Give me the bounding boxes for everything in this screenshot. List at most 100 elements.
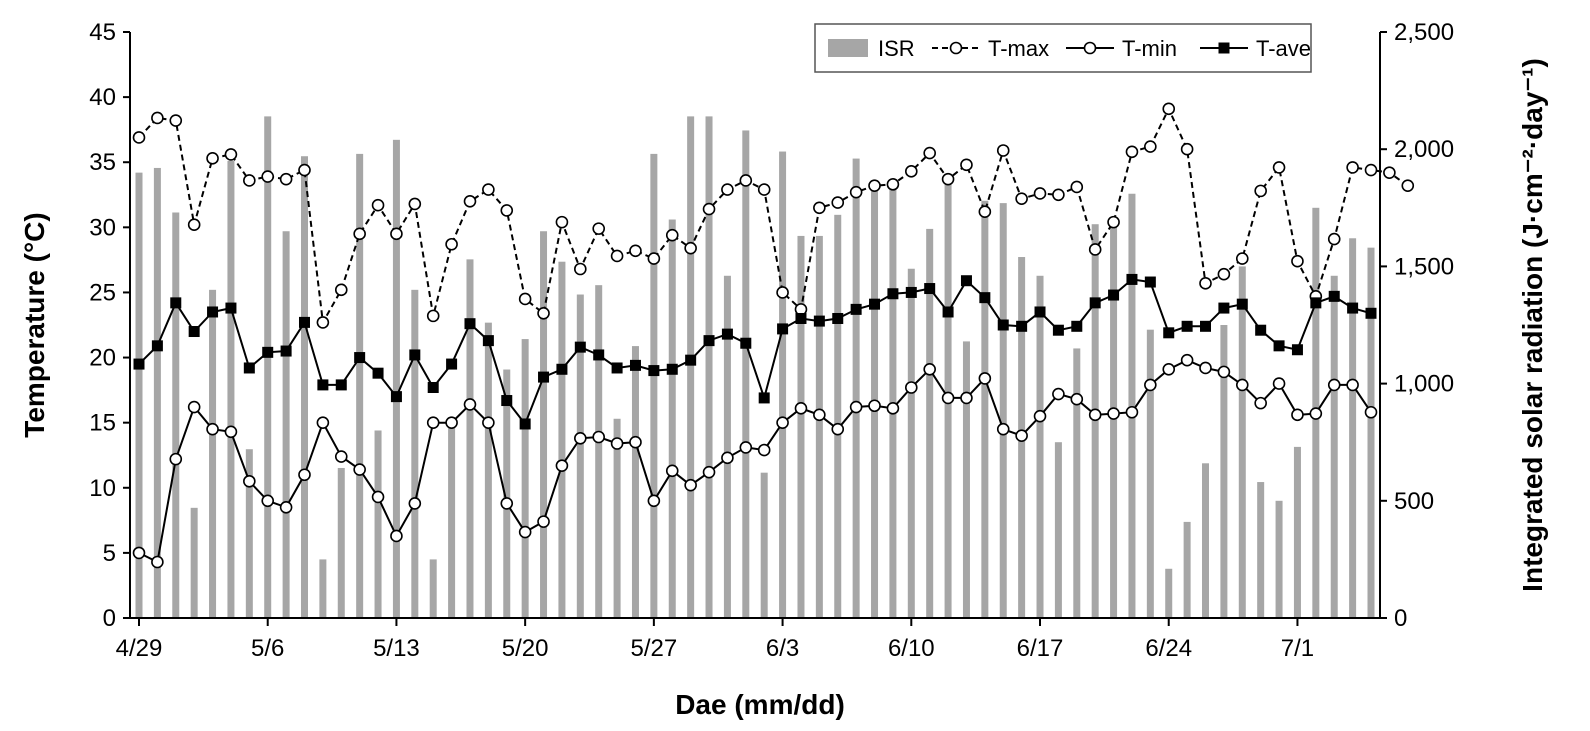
t-max-point: [1107, 215, 1120, 229]
t-min-point: [831, 422, 845, 436]
isr-bar: [797, 235, 805, 619]
legend-marker-t-min: [1083, 41, 1097, 55]
isr-bar: [356, 153, 364, 618]
isr-bar: [392, 139, 400, 618]
t-min-point: [371, 490, 385, 504]
t-max-point: [978, 205, 992, 219]
t-max-point: [574, 262, 587, 276]
t-ave-point: [225, 302, 237, 314]
isr-bar: [631, 346, 639, 618]
y-left-tick-label: 40: [89, 84, 116, 111]
t-min-point: [610, 437, 624, 450]
t-min-point: [1107, 407, 1120, 420]
t-max-point: [868, 179, 881, 192]
t-max-point: [813, 201, 826, 215]
t-max-point: [555, 215, 569, 229]
t-ave-point: [317, 379, 329, 391]
t-max-point: [298, 163, 311, 177]
isr-bar: [300, 156, 308, 618]
t-min-point: [665, 464, 679, 478]
t-max-point: [684, 241, 697, 255]
y-left-tick-label: 25: [89, 279, 116, 306]
x-axis-title: Dae (mm/dd): [675, 689, 845, 720]
t-max-point: [206, 152, 219, 165]
y-left-tick-label: 45: [89, 19, 116, 46]
y-right-tick-label: 2,000: [1394, 136, 1454, 163]
t-ave-point: [611, 362, 623, 374]
t-min-point: [1033, 409, 1047, 423]
isr-bar: [962, 341, 970, 618]
t-max-line: [138, 106, 1409, 326]
t-min-point: [1070, 392, 1084, 406]
legend-marker-t-max: [949, 41, 963, 55]
t-max-point: [757, 183, 771, 196]
isr-bar: [705, 116, 713, 618]
t-min-point: [1199, 361, 1212, 375]
t-ave-point: [446, 358, 458, 370]
isr-bar: [723, 275, 731, 618]
t-max-point: [1217, 267, 1231, 281]
t-max-point: [592, 222, 606, 235]
t-min-point: [353, 463, 366, 476]
t-min-point: [1364, 405, 1378, 419]
t-ave-point: [409, 349, 421, 361]
isr-bar: [687, 116, 695, 618]
t-ave-point: [942, 306, 954, 318]
t-max-point: [243, 174, 256, 187]
isr-bar: [742, 130, 750, 618]
t-min-point: [463, 398, 477, 411]
legend-label-isr: ISR: [878, 36, 915, 61]
y-left-tick-label: 15: [89, 410, 116, 437]
isr-bar: [466, 259, 474, 618]
isr-bar: [540, 231, 548, 619]
y-left-tick-label: 20: [89, 345, 116, 372]
t-min-point: [592, 430, 606, 444]
t-max-point: [187, 218, 201, 232]
t-min-point: [1052, 387, 1065, 401]
t-min-point: [537, 515, 550, 528]
t-min-point: [187, 400, 201, 414]
t-min-point: [500, 497, 514, 510]
t-ave-point: [703, 335, 715, 347]
t-max-point: [1401, 179, 1415, 192]
t-min-point: [316, 416, 330, 429]
t-ave-point: [832, 312, 844, 324]
isr-bar: [1036, 275, 1044, 618]
isr-bar: [135, 172, 143, 618]
t-ave-point: [1071, 320, 1083, 332]
t-min-point: [1235, 378, 1249, 392]
t-min-point: [1144, 378, 1157, 392]
isr-bar: [172, 212, 180, 618]
t-ave-point: [151, 340, 163, 352]
t-ave-point: [372, 367, 384, 379]
t-min-point: [206, 422, 219, 436]
t-max-point: [886, 178, 900, 191]
t-max-point: [1272, 161, 1286, 174]
t-ave-point: [1016, 320, 1028, 332]
isr-bar: [981, 200, 989, 618]
t-ave-point: [905, 286, 917, 298]
t-ave-point: [464, 318, 476, 330]
t-ave-line: [138, 278, 1372, 426]
t-ave-point: [813, 315, 825, 327]
t-ave-point: [482, 335, 494, 347]
t-ave-point: [427, 382, 439, 394]
t-max-point: [537, 306, 550, 320]
t-max-point: [132, 131, 146, 144]
isr-bar: [1293, 446, 1301, 618]
t-max-point: [702, 202, 716, 216]
isr-bar: [999, 203, 1007, 618]
t-min-point: [978, 372, 992, 385]
isr-bar: [1275, 500, 1283, 618]
t-max-point: [849, 185, 863, 199]
isr-bar: [227, 160, 235, 619]
y-right-tick-label: 1,000: [1394, 371, 1454, 398]
isr-bar: [153, 167, 161, 618]
isr-bar: [1367, 247, 1375, 618]
t-ave-point: [354, 352, 366, 364]
t-max-point: [831, 196, 845, 209]
t-ave-point: [298, 316, 310, 328]
t-max-point: [629, 244, 642, 258]
isr-bar: [907, 268, 915, 618]
t-max-point: [1125, 145, 1139, 159]
